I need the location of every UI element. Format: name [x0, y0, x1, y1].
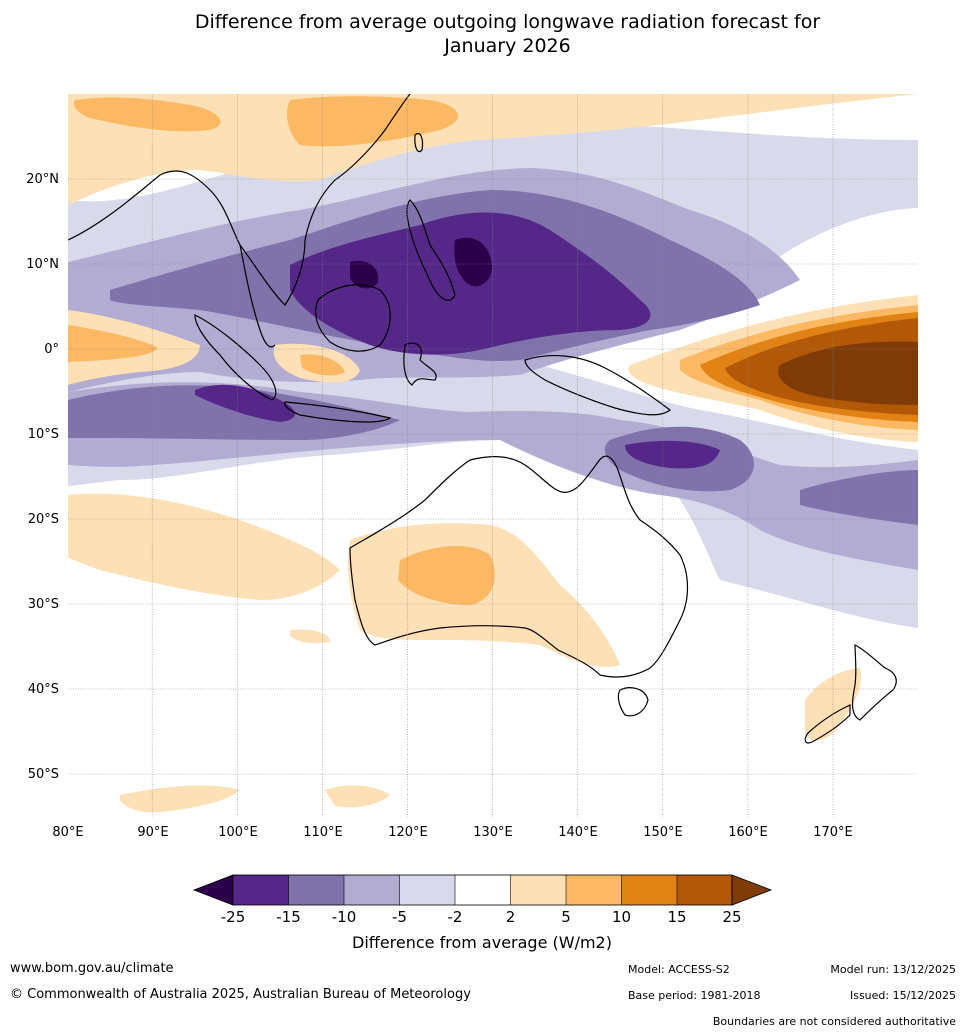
- colorbar-tick-label: -5: [392, 908, 407, 926]
- anomaly-region-m25-west: [195, 384, 295, 422]
- colorbar-tick-label: 10: [612, 908, 631, 926]
- lat-tick-label: 20°N: [26, 172, 59, 187]
- lon-tick-label: 160°E: [728, 825, 768, 840]
- anomaly-region-p2-south-indian-strip: [290, 629, 330, 644]
- lon-tick-label: 100°E: [218, 825, 258, 840]
- coastline-malay-peninsula: [239, 244, 276, 348]
- colorbar-tick-label: 5: [561, 908, 571, 926]
- title-line-1: Difference from average outgoing longwav…: [194, 11, 821, 33]
- coastline-new-guinea: [524, 355, 671, 416]
- lat-tick-label: 30°S: [28, 597, 59, 612]
- website-link[interactable]: www.bom.gov.au/climate: [10, 961, 174, 976]
- lon-tick-label: 150°E: [643, 825, 683, 840]
- coastline-australia: [349, 455, 689, 678]
- coastline-tasmania: [617, 687, 649, 717]
- coastline-java: [283, 401, 392, 423]
- colorbar-swatch: [233, 875, 289, 905]
- lat-tick-label: 20°S: [28, 512, 59, 527]
- lon-tick-label: 110°E: [303, 825, 343, 840]
- gridlines: [68, 94, 918, 817]
- coastline-new-zealand-south: [804, 704, 851, 744]
- anomaly-region-p5-north-west: [73, 97, 221, 132]
- map-panel: [68, 94, 918, 817]
- lon-tick-label: 80°E: [52, 825, 83, 840]
- longitude-tick-labels: 80°E 90°E 100°E 110°E 120°E 130°E 140°E …: [52, 825, 852, 840]
- colorbar-tick-label: 2: [506, 908, 516, 926]
- model-name: Model: ACCESS-S2: [628, 963, 730, 976]
- copyright-text: © Commonwealth of Australia 2025, Austra…: [10, 987, 471, 1002]
- anomaly-region-p2-southern-indian: [68, 493, 340, 600]
- anomaly-region-p5-north-china: [287, 96, 459, 147]
- coastline-philippines: [406, 199, 456, 301]
- colorbar-swatch: [344, 875, 400, 905]
- anomaly-region-p2-southern-ocean: [120, 785, 240, 813]
- lat-tick-label: 0°: [44, 342, 59, 357]
- coastline-taiwan: [414, 132, 424, 153]
- anomaly-shading: [68, 94, 918, 813]
- anomaly-region-p5-australia: [398, 545, 495, 605]
- colorbar-extend-high: [731, 874, 773, 906]
- colorbar-extend-low: [192, 874, 234, 906]
- colorbar-tick-label: 15: [667, 908, 686, 926]
- anomaly-region-lt-m25-borneo: [350, 260, 379, 289]
- anomaly-region-lt-m25-philippines: [454, 237, 493, 287]
- title-line-2: January 2026: [444, 35, 571, 57]
- model-run-date: Model run: 13/12/2025: [830, 963, 956, 976]
- colorbar: -25 -15 -10 -5 -2 2 5 10 15 25 Differenc…: [192, 874, 773, 952]
- anomaly-region-m25-coral: [625, 440, 720, 469]
- colorbar-swatch: [566, 875, 622, 905]
- colorbar-title: Difference from average (W/m2): [352, 933, 612, 952]
- boundaries-disclaimer: Boundaries are not considered authoritat…: [712, 1015, 956, 1028]
- anomaly-region-m15-fiji: [800, 470, 918, 525]
- issued-date: Issued: 15/12/2025: [849, 989, 956, 1002]
- lon-tick-label: 90°E: [137, 825, 168, 840]
- anomaly-region-m15-south: [68, 385, 400, 440]
- colorbar-outline: [232, 874, 733, 906]
- lon-tick-label: 140°E: [558, 825, 598, 840]
- lat-tick-label: 10°S: [28, 427, 59, 442]
- base-period: Base period: 1981-2018: [628, 989, 761, 1002]
- chart-title: Difference from average outgoing longwav…: [0, 10, 965, 58]
- colorbar-swatch: [288, 875, 344, 905]
- anomaly-region-p5-equatorial-indian: [68, 325, 158, 362]
- colorbar-tick-label: -10: [332, 908, 357, 926]
- lat-tick-label: 10°N: [26, 257, 59, 272]
- coastline-sulawesi: [403, 342, 437, 386]
- lat-tick-label: 50°S: [28, 767, 59, 782]
- colorbar-tick-label: -25: [221, 908, 246, 926]
- latitude-tick-labels: 20°N 10°N 0° 10°S 20°S 30°S 40°S 50°S: [26, 172, 59, 782]
- lat-tick-label: 40°S: [28, 682, 59, 697]
- lon-tick-label: 120°E: [388, 825, 428, 840]
- coastline-sumatra: [194, 314, 277, 401]
- colorbar-swatch: [621, 875, 677, 905]
- colorbar-swatch: [510, 875, 566, 905]
- colorbar-tick-label: -2: [448, 908, 463, 926]
- lon-tick-label: 170°E: [813, 825, 853, 840]
- coastline-new-zealand-north: [852, 644, 897, 721]
- anomaly-region-p2-north: [68, 94, 918, 205]
- anomaly-region-gt-p25-pacific: [778, 341, 918, 405]
- colorbar-tick-label: 25: [722, 908, 741, 926]
- coastline-mainland-asia: [68, 94, 411, 306]
- colorbar-tick-label: -15: [276, 908, 301, 926]
- anomaly-region-p2-southern-ocean-2: [325, 785, 390, 808]
- lon-tick-label: 130°E: [473, 825, 513, 840]
- colorbar-swatch: [455, 875, 511, 905]
- colorbar-dividers: [288, 875, 678, 905]
- colorbar-swatch: [677, 875, 732, 905]
- colorbar-swatch: [399, 875, 455, 905]
- coastlines: [68, 94, 897, 744]
